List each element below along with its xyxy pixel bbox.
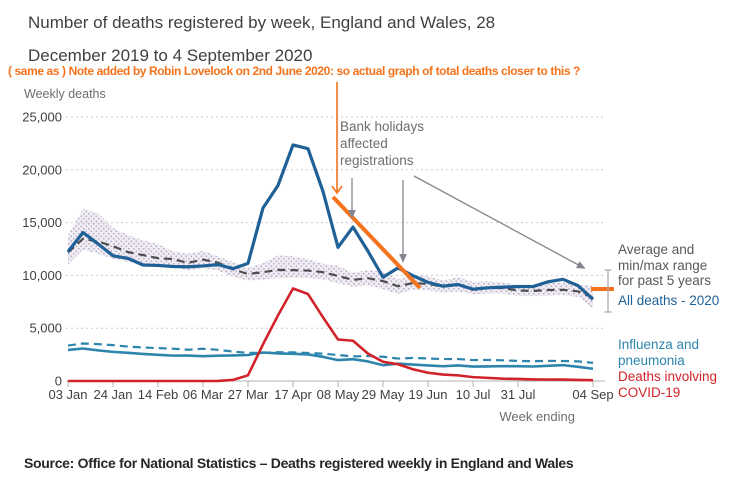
series-covid-19 (68, 287, 594, 383)
x-tick-label: 19 Jun (408, 387, 447, 402)
y-tick-label: 20,000 (22, 162, 62, 177)
x-tick-label: 06 Mar (183, 387, 224, 402)
y-tick-label: 25,000 (22, 110, 62, 125)
series-average-5yr (67, 237, 594, 299)
x-axis-title: Week ending (499, 409, 575, 424)
source-text: Source: Office for National Statistics –… (24, 455, 574, 471)
page-title: Number of deaths registered by week, Eng… (28, 6, 678, 72)
series-influenza-2020 (67, 347, 594, 371)
x-tick-label: 08 May (317, 387, 360, 402)
y-tick-label: 10,000 (22, 268, 62, 283)
robin-lovelock-note: ( same as ) Note added by Robin Lovelock… (8, 64, 580, 78)
page-title-line2: December 2019 to 4 September 2020 (28, 46, 313, 65)
y-tick-label: 0 (55, 374, 62, 389)
legend-covid: Deaths involving COVID-19 (618, 369, 718, 400)
x-tick-label: 17 Apr (274, 387, 312, 402)
x-tick-label: 31 Jul (501, 387, 536, 402)
x-tick-label: 27 Mar (228, 387, 269, 402)
y-axis-title: Weekly deaths (24, 87, 106, 101)
series-all-deaths-2020 (66, 143, 595, 301)
legend-influenza: Influenza and pneumonia (618, 337, 700, 368)
page-title-line1: Number of deaths registered by week, Eng… (28, 13, 496, 32)
x-tick-label: 29 May (362, 387, 405, 402)
orange-overlay-line (331, 195, 422, 290)
x-tick-label: 24 Jan (93, 387, 132, 402)
minmax-band-texture (68, 208, 593, 309)
gray-arrow-icon (413, 175, 586, 269)
x-tick-label: 14 Feb (138, 387, 178, 402)
bank-holidays-annotation: Bank holidays affected registrations (340, 119, 425, 168)
x-tick-label: 10 Jul (456, 387, 491, 402)
series-influenza-avg-5yr (67, 342, 594, 364)
x-tick-label: 03 Jan (48, 387, 87, 402)
legend-average-minmax: Average and min/max range for past 5 yea… (618, 242, 712, 288)
x-tick-label: 04 Sep (572, 387, 613, 402)
y-tick-label: 5,000 (29, 321, 62, 336)
legend-all-deaths: All deaths - 2020 (618, 293, 720, 308)
orange-arrowhead-icon (331, 185, 343, 195)
y-tick-label: 15,000 (22, 215, 62, 230)
